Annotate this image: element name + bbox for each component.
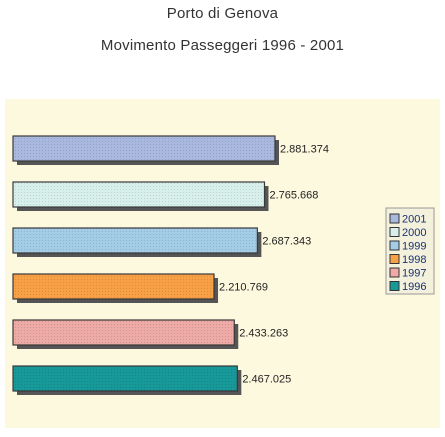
value-label: 2.881.374 — [280, 144, 329, 156]
legend-swatch — [389, 240, 400, 251]
value-label: 2.433.263 — [239, 328, 288, 340]
bar-texture — [13, 320, 235, 345]
bar-texture — [13, 274, 215, 299]
value-label: 2.467.025 — [242, 374, 291, 386]
value-label: 2.687.343 — [262, 236, 311, 248]
bar-1998 — [12, 273, 219, 303]
legend-swatch — [389, 227, 400, 237]
bar-2000 — [12, 181, 269, 211]
legend-swatch — [389, 281, 400, 291]
bar-texture — [13, 136, 275, 161]
chart-title: Porto di Genova — [166, 5, 279, 22]
legend-label: 2001 — [402, 214, 426, 226]
bar-1996 — [12, 365, 242, 395]
legend-swatch — [389, 213, 400, 224]
legend-swatch — [389, 254, 400, 264]
chart-subtitle: Movimento Passeggeri 1996 - 2001 — [100, 37, 345, 54]
value-label: 2.765.668 — [269, 190, 318, 202]
bar-2001 — [12, 135, 279, 165]
legend-label: 2000 — [402, 227, 426, 239]
bar-1997 — [12, 319, 239, 349]
legend-label: 1999 — [402, 241, 426, 253]
bar-1999 — [12, 227, 262, 257]
legend-label: 1997 — [402, 268, 426, 280]
legend-label: 1996 — [402, 281, 426, 293]
legend-swatch — [389, 267, 400, 278]
value-label: 2.210.769 — [219, 282, 268, 294]
bar-texture — [13, 366, 238, 391]
legend-label: 1998 — [402, 254, 426, 266]
bar-texture — [13, 228, 258, 253]
bar-texture — [13, 182, 265, 207]
